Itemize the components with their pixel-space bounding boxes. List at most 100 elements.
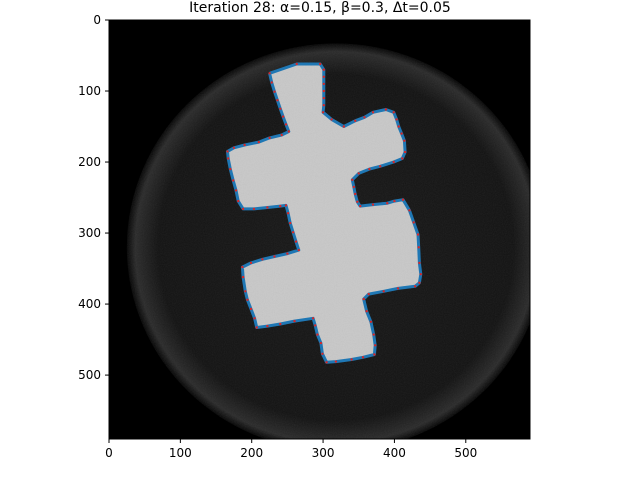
y-tick-label: 300 [78,226,101,240]
snake-point [401,198,405,201]
snake-point [241,275,245,279]
snake-point [321,352,324,355]
image-axes [109,20,530,439]
snake-point [352,185,355,189]
x-tick-label: 100 [169,446,192,460]
snake-point [408,209,411,212]
x-tick-label: 500 [454,446,477,460]
snake-point [330,118,333,121]
snake-point [276,99,279,102]
snake-point [291,231,295,234]
snake-point [379,165,382,168]
snake-point [356,200,359,203]
snake-point [297,248,300,252]
snake-point [392,111,395,114]
y-tick-label: 0 [93,13,101,27]
snake-point [284,204,288,207]
snake-point [401,157,404,160]
snake-point [252,207,256,211]
snake-point [234,189,238,192]
snake-point [241,265,244,269]
snake-point [286,212,290,215]
x-tick-label: 300 [312,446,335,460]
snake-point [365,310,368,313]
snake-point [412,221,415,224]
x-tick-label: 0 [105,446,113,460]
snake-point [354,119,357,123]
cross-object-noise [227,64,421,363]
snake-point [261,258,264,261]
snake-point [244,290,247,293]
snake-point [393,199,396,203]
snake-point [322,82,325,86]
snake-point [368,167,371,171]
snake-point [322,68,325,71]
snake-point [279,107,282,111]
snake-contour-points [226,62,422,364]
snake-point [392,160,395,164]
snake-point [273,255,276,258]
y-axis: 0 100 200 300 400 500 [78,13,109,382]
snake-point [322,96,325,100]
x-tick-label: 400 [383,446,406,460]
snake-point [418,261,421,265]
snake-point [255,326,258,329]
snake-point [371,111,375,114]
snake-point [322,89,325,93]
snake-point [253,317,256,320]
x-axis: 0 100 200 300 400 500 [105,439,477,460]
snake-point [416,233,420,236]
y-tick-label: 400 [78,297,101,311]
snake-point [354,192,357,196]
snake-point [418,281,421,284]
snake-point [270,81,273,84]
snake-point [232,179,235,182]
snake-point [325,361,328,364]
snake-point [417,246,420,249]
snake-point [351,178,354,181]
snake-point [287,130,290,133]
snake-point [367,292,370,296]
snake-point [293,319,296,323]
snake-point [374,344,377,347]
snake-point [268,72,271,75]
snake-point [284,123,288,126]
snake-point [226,150,229,153]
snake-point [334,360,338,363]
snake-point [319,341,323,345]
snake-point [419,273,422,276]
snake-point [361,356,365,359]
snake-point [322,104,325,107]
y-tick-label: 200 [78,155,101,169]
snake-point [311,317,315,320]
snake-point [289,221,292,225]
snake-point [321,111,325,114]
axes-frame [108,19,531,440]
snake-point [400,132,403,135]
snake-point [386,202,389,205]
snake-point [403,139,406,142]
snake-point [266,206,269,209]
snake-point [268,136,271,140]
x-tick-label: 200 [240,446,263,460]
snake-point [237,199,240,203]
snake-point [369,320,373,323]
snake-point [316,333,319,336]
snake-point [359,204,362,208]
snake-point [397,125,400,128]
snake-point [227,157,230,160]
snake-point [246,298,249,301]
snake-point [403,150,407,154]
snake-point [279,204,282,208]
snake-point [319,62,322,66]
snake-point [322,75,325,79]
snake-point [372,333,375,336]
snake-point [243,143,246,147]
snake-point [286,252,289,255]
snake-point [384,108,388,111]
y-tick-label: 500 [78,368,101,382]
y-tick-label: 100 [78,84,101,98]
snake-point [232,146,236,149]
snake-point [350,358,353,361]
